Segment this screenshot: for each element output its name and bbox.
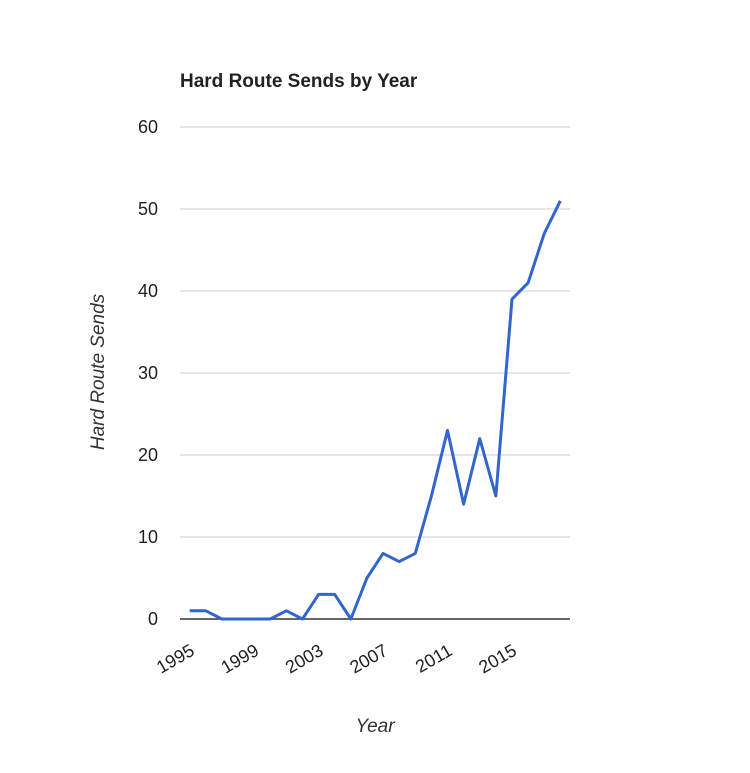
y-tick-label: 10 (138, 527, 158, 547)
x-tick-label: 2015 (475, 640, 520, 677)
chart-title: Hard Route Sends by Year (180, 71, 418, 92)
x-tick-label: 1999 (217, 640, 262, 677)
x-axis-label: Year (355, 716, 395, 737)
x-tick-label: 2007 (346, 640, 391, 677)
y-tick-label: 60 (138, 117, 158, 137)
y-tick-label: 40 (138, 281, 158, 301)
x-tick-label: 1995 (153, 640, 198, 677)
x-tick-label: 2003 (282, 640, 327, 677)
y-tick-label: 0 (148, 609, 158, 629)
data-line (189, 200, 562, 621)
x-tick-label: 2011 (412, 640, 456, 677)
y-axis-label: Hard Route Sends (88, 293, 109, 450)
y-tick-label: 20 (138, 445, 158, 465)
y-tick-label: 50 (138, 199, 158, 219)
y-tick-label: 30 (138, 363, 158, 383)
